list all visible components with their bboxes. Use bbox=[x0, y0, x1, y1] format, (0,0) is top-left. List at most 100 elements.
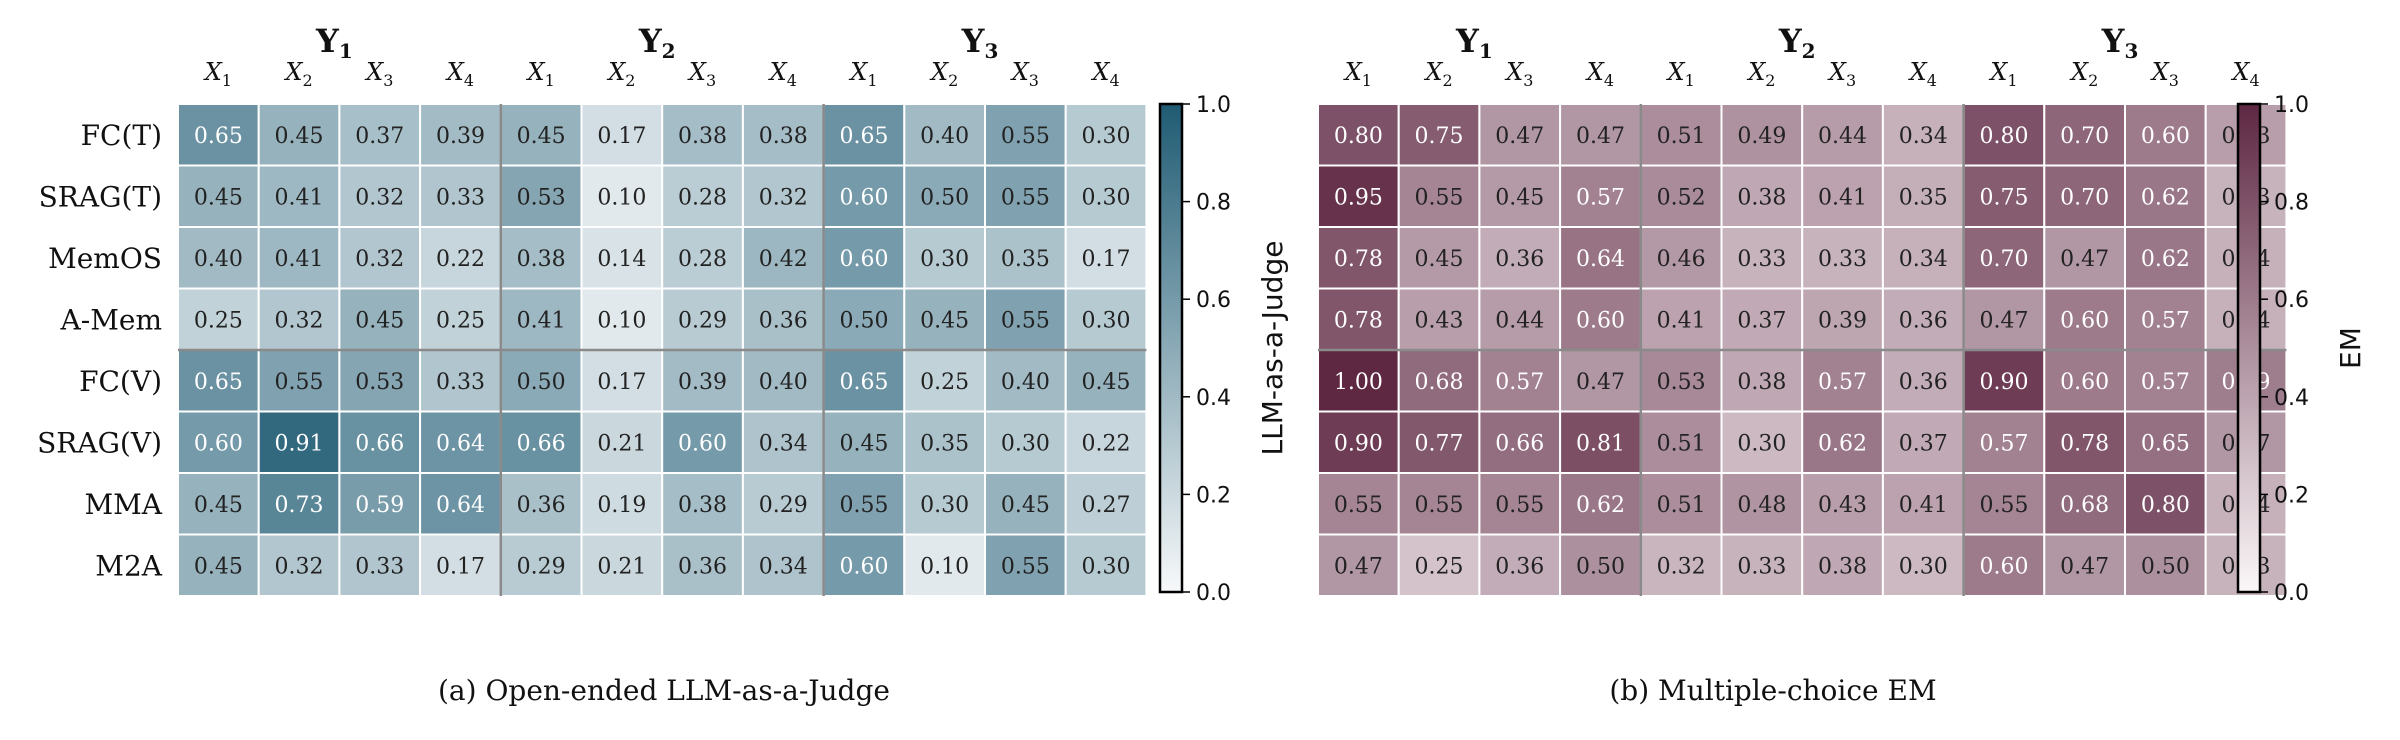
cell-value-label: 0.64 bbox=[436, 493, 485, 518]
heatmap-cell bbox=[2124, 287, 2207, 351]
cell-value-label: 0.29 bbox=[517, 554, 566, 579]
cell-value-label: 0.45 bbox=[1082, 370, 1131, 395]
cell-value-label: 0.50 bbox=[839, 308, 888, 333]
cell-value-label: 0.27 bbox=[1082, 493, 1131, 518]
cell-value-label: 1.00 bbox=[1334, 370, 1383, 395]
cell-value-label: 0.65 bbox=[194, 370, 243, 395]
cell-value-label: 0.29 bbox=[759, 493, 808, 518]
heatmap-cell bbox=[338, 226, 422, 290]
cell-value-label: 0.65 bbox=[194, 124, 243, 149]
heatmap-cell bbox=[1064, 410, 1148, 474]
cell-value-label: 0.65 bbox=[839, 370, 888, 395]
cell-value-label: 0.43 bbox=[1415, 308, 1464, 333]
heatmap-cell bbox=[257, 103, 341, 167]
heatmap-cell bbox=[741, 410, 825, 474]
heatmap-cell bbox=[661, 226, 744, 290]
cell-value-label: 0.77 bbox=[1415, 431, 1464, 456]
heatmap-cell bbox=[984, 164, 1067, 228]
cell-value-label: 0.41 bbox=[275, 185, 324, 210]
colorbar-label: LLM-as-a-Judge bbox=[1256, 241, 1289, 456]
cell-value-label: 0.30 bbox=[920, 493, 969, 518]
cell-value-label: 0.45 bbox=[275, 124, 324, 149]
cell-value-label: 0.38 bbox=[1737, 185, 1786, 210]
cell-value-label: 0.35 bbox=[1899, 185, 1948, 210]
cell-value-label: 0.55 bbox=[1001, 554, 1050, 579]
cell-value-label: 0.34 bbox=[1899, 247, 1948, 272]
cell-value-label: 0.68 bbox=[1415, 370, 1464, 395]
column-label: X4 bbox=[1090, 58, 1119, 90]
heatmap-cell bbox=[177, 533, 260, 597]
heatmap-cell bbox=[2043, 410, 2127, 474]
cell-value-label: 0.60 bbox=[1979, 554, 2028, 579]
heatmap-cell bbox=[177, 287, 260, 351]
heatmap-cell bbox=[1397, 287, 1481, 351]
column-label: X1 bbox=[1666, 58, 1695, 90]
cell-value-label: 0.50 bbox=[920, 185, 969, 210]
cell-value-label: 0.60 bbox=[839, 554, 888, 579]
heatmap-cell bbox=[1064, 164, 1148, 228]
heatmap-cell bbox=[1397, 472, 1481, 536]
heatmap-cell bbox=[1639, 164, 1723, 228]
cell-value-label: 0.28 bbox=[678, 185, 727, 210]
heatmap-cell bbox=[822, 287, 906, 351]
heatmap-cell bbox=[1397, 226, 1481, 290]
cell-value-label: 0.53 bbox=[1657, 370, 1706, 395]
heatmap-cell bbox=[1720, 533, 1804, 597]
cell-value-label: 0.45 bbox=[517, 124, 566, 149]
colorbar-tick-label: 1.0 bbox=[1196, 93, 1231, 118]
cell-value-label: 0.33 bbox=[436, 370, 485, 395]
heatmap-cell bbox=[903, 287, 986, 351]
heatmap-cell bbox=[338, 472, 422, 536]
cell-value-label: 0.30 bbox=[1082, 554, 1131, 579]
cell-value-label: 0.70 bbox=[1979, 247, 2028, 272]
heatmap-cell bbox=[1801, 410, 1884, 474]
heatmap-cell bbox=[2043, 226, 2127, 290]
cell-value-label: 0.30 bbox=[1001, 431, 1050, 456]
column-label: X1 bbox=[848, 58, 877, 90]
heatmap-cell bbox=[1639, 103, 1723, 167]
cell-value-label: 0.47 bbox=[2060, 247, 2109, 272]
heatmap-cell bbox=[1962, 103, 2046, 167]
cell-value-label: 0.45 bbox=[920, 308, 969, 333]
heatmap-cell bbox=[1064, 472, 1148, 536]
cell-value-label: 0.10 bbox=[597, 308, 646, 333]
cell-value-label: 0.60 bbox=[839, 247, 888, 272]
cell-value-label: 0.47 bbox=[2060, 554, 2109, 579]
heatmap-cell bbox=[903, 472, 986, 536]
cell-value-label: 0.40 bbox=[1001, 370, 1050, 395]
heatmap-cell bbox=[419, 164, 502, 228]
heatmap-cell bbox=[1801, 164, 1884, 228]
heatmap-cell bbox=[580, 103, 664, 167]
heatmap-cell bbox=[177, 472, 260, 536]
cell-value-label: 0.57 bbox=[1495, 370, 1544, 395]
cell-value-label: 0.55 bbox=[1415, 493, 1464, 518]
colorbar bbox=[2236, 102, 2262, 594]
row-label: A-Mem bbox=[60, 303, 162, 336]
cell-value-label: 0.30 bbox=[1082, 185, 1131, 210]
cell-value-label: 0.41 bbox=[1818, 185, 1867, 210]
cell-value-label: 0.45 bbox=[194, 185, 243, 210]
cell-value-label: 0.17 bbox=[597, 370, 646, 395]
heatmap-cell bbox=[580, 472, 664, 536]
heatmap-cell bbox=[741, 164, 825, 228]
heatmap-cell bbox=[1317, 103, 1400, 167]
cell-value-label: 0.38 bbox=[678, 493, 727, 518]
column-label: X2 bbox=[606, 58, 635, 90]
heatmap-cell bbox=[661, 349, 744, 413]
cell-value-label: 0.57 bbox=[1979, 431, 2028, 456]
cell-value-label: 0.10 bbox=[920, 554, 969, 579]
colorbar-tick-label: 0.0 bbox=[1196, 581, 1231, 606]
cell-value-label: 0.47 bbox=[1576, 370, 1625, 395]
heatmap-cell bbox=[1720, 164, 1804, 228]
cell-value-label: 0.25 bbox=[436, 308, 485, 333]
cell-value-label: 0.38 bbox=[1737, 370, 1786, 395]
heatmap-cell bbox=[1881, 472, 1965, 536]
cell-value-label: 0.45 bbox=[1001, 493, 1050, 518]
cell-value-label: 0.40 bbox=[194, 247, 243, 272]
cell-value-label: 0.32 bbox=[355, 247, 404, 272]
group-label: Y1 bbox=[1455, 22, 1493, 63]
cell-value-label: 0.55 bbox=[1001, 185, 1050, 210]
cell-value-label: 0.32 bbox=[759, 185, 808, 210]
cell-value-label: 0.62 bbox=[1576, 493, 1625, 518]
heatmap-cell bbox=[741, 103, 825, 167]
